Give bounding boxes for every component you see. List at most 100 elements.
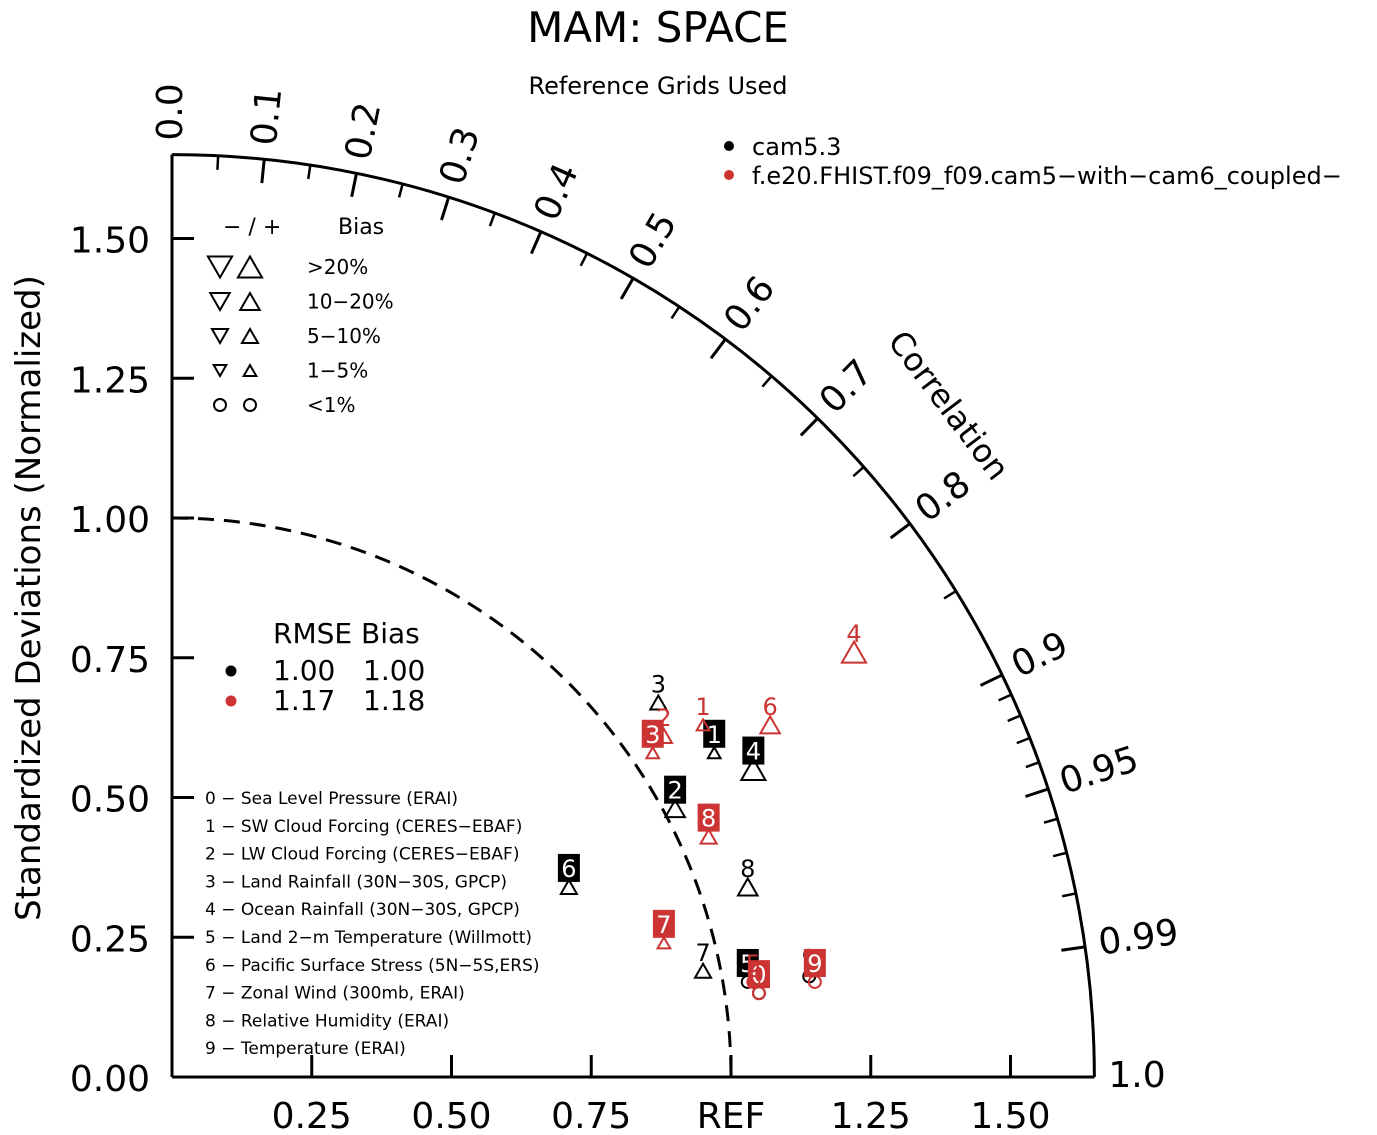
y-tick-label: 1.50: [70, 221, 150, 262]
data-point-triangle: [648, 693, 669, 711]
y-tick-label: 0.50: [70, 780, 150, 821]
variable-list-item: 6 − Pacific Surface Stress (5N−5S,ERS): [205, 956, 540, 976]
data-point-triangle: [663, 798, 687, 819]
data-point: 4: [739, 736, 768, 782]
data-point: 6: [758, 693, 782, 735]
data-point-triangle: [694, 717, 712, 732]
y-tick-label: 1.25: [70, 360, 150, 401]
data-point: 6: [557, 853, 580, 895]
correlation-tick-label: 0.95: [1055, 739, 1144, 803]
correlation-tick: [1061, 945, 1086, 952]
variable-list-item: 8 − Relative Humidity (ERAI): [205, 1011, 449, 1031]
correlation-minor-tick: [1007, 714, 1022, 723]
data-point-circle: [746, 974, 761, 989]
rmse-table-header: RMSE Bias: [273, 617, 420, 650]
series-legend: cam5.3f.e20.FHIST.f09_f09.cam5−with−cam6…: [724, 133, 1342, 190]
correlation-minor-tick: [488, 212, 496, 227]
y-tick-label: 1.00: [70, 500, 150, 541]
data-point-label: 5: [746, 950, 761, 978]
data-point: 9: [803, 948, 826, 989]
data-point: 1: [703, 719, 726, 760]
correlation-tick: [889, 522, 911, 540]
correlation-tick-label: 0.6: [716, 269, 783, 339]
bias-legend-circle: [243, 398, 257, 412]
data-point: 1: [694, 693, 712, 732]
data-point: 7: [693, 939, 713, 979]
correlation-tick-label: 0.0: [150, 83, 191, 140]
rmse-value: 1.00: [273, 654, 335, 687]
series-legend-label: f.e20.FHIST.f09_f09.cam5−with−cam6_coupl…: [752, 162, 1342, 190]
variable-list-item: 0 − Sea Level Pressure (ERAI): [205, 789, 458, 809]
data-point-label: 7: [656, 911, 671, 939]
series-legend-label: cam5.3: [752, 133, 841, 161]
data-point: 4: [840, 620, 868, 664]
data-point: 8: [697, 803, 720, 845]
bias-legend-label: 5−10%: [307, 324, 381, 348]
variable-list-item: 7 − Zonal Wind (300mb, ERAI): [205, 984, 465, 1004]
variable-list-item: 3 − Land Rainfall (30N−30S, GPCP): [205, 872, 507, 892]
bias-legend-sign: − / +: [223, 215, 281, 240]
correlation-minor-tick: [943, 590, 957, 600]
correlation-minor-tick: [579, 252, 589, 267]
correlation-tick-label: 0.2: [338, 99, 390, 163]
data-point-label-box: [652, 909, 675, 938]
correlation-minor-tick: [1052, 851, 1067, 858]
data-point: 3: [648, 670, 669, 711]
data-point-label: 8: [740, 855, 755, 883]
correlation-minor-tick: [1061, 892, 1077, 898]
data-point-label: 4: [846, 620, 861, 648]
data-point-label: 2: [667, 777, 682, 805]
data-point-label-box: [697, 803, 720, 832]
correlation-minor-tick: [1043, 817, 1058, 824]
correlation-minor-tick: [852, 465, 865, 478]
correlation-tick-label: 0.8: [908, 463, 978, 530]
bias-legend-label: <1%: [307, 393, 356, 417]
bias-legend-circle: [213, 398, 227, 412]
data-point-label: 9: [807, 950, 822, 978]
correlation-minor-tick: [397, 183, 404, 198]
correlation-minor-tick: [216, 155, 220, 170]
correlation-minor-tick: [1016, 736, 1031, 745]
data-point-label: 3: [645, 721, 660, 749]
bias-legend-down-triangle: [206, 255, 234, 280]
bias-legend-up-triangle: [236, 254, 264, 279]
y-axis-label: Standardized Deviations (Normalized): [9, 275, 49, 921]
rmse-value: 1.17: [273, 684, 335, 717]
data-point-label: 6: [561, 855, 576, 883]
chart-subtitle: Reference Grids Used: [528, 72, 787, 100]
rmse-table-marker: [225, 695, 237, 707]
y-tick-label: 0.00: [70, 1059, 150, 1100]
data-point-triangle: [739, 757, 768, 782]
variable-list-item: 1 − SW Cloud Forcing (CERES−EBAF): [205, 817, 522, 837]
y-tick-label: 0.75: [70, 640, 150, 681]
data-point-triangle: [559, 877, 579, 895]
data-point-label: 0: [751, 961, 766, 989]
data-point: 7: [652, 909, 675, 950]
variable-list-item: 9 − Temperature (ERAI): [205, 1039, 406, 1059]
correlation-tick: [529, 231, 543, 255]
correlation-minor-tick: [670, 305, 681, 320]
correlation-tick-label: 0.1: [244, 86, 291, 147]
correlation-tick-label: 1.0: [1108, 1055, 1165, 1096]
y-tick-label: 0.25: [70, 919, 150, 960]
correlation-minor-tick: [761, 375, 773, 388]
data-point-label-box: [557, 853, 580, 882]
bias-legend-down-triangle: [211, 364, 229, 379]
variable-list-item: 5 − Land 2−m Temperature (Willmott): [205, 928, 532, 948]
correlation-minor-tick: [998, 693, 1012, 702]
correlation-label: Correlation: [881, 323, 1018, 487]
data-point-label-box: [641, 719, 664, 748]
bias-legend-up-triangle: [240, 326, 260, 344]
correlation-tick: [799, 417, 819, 437]
bias-legend-label: 10−20%: [307, 290, 394, 314]
correlation-tick: [619, 277, 635, 300]
correlation-tick: [440, 196, 451, 221]
outer-arc: [171, 153, 1096, 1078]
correlation-minor-tick: [307, 164, 312, 180]
data-point-label-box: [703, 719, 726, 748]
bias-legend-label: 1−5%: [307, 359, 368, 383]
data-point-label: 8: [701, 805, 716, 833]
data-point-triangle: [706, 745, 723, 760]
bias-legend: − / + Bias >20% 10−20% 5−10% 1−5% <1%: [206, 215, 394, 417]
